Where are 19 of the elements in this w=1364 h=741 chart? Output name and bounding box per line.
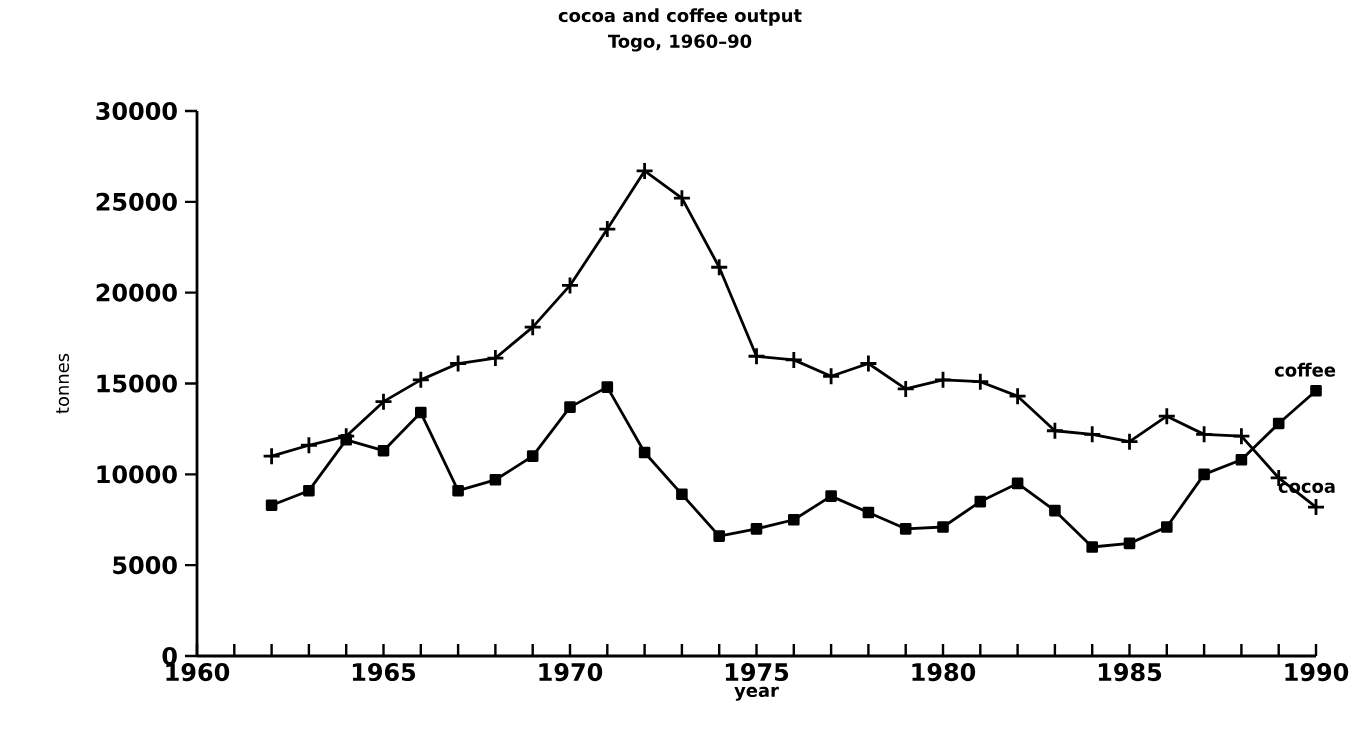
x-axis-title: year: [734, 686, 779, 701]
x-tick-label: 1985: [1098, 663, 1162, 682]
x-tick-label: 1975: [725, 663, 789, 682]
y-axis-title: tonnes: [56, 353, 70, 414]
x-tick-label: 1960: [166, 663, 230, 682]
y-tick-label: 15000: [97, 374, 177, 393]
y-tick-label: 10000: [97, 465, 177, 484]
series-label: coffee: [1274, 362, 1336, 377]
y-tick-label: 0: [162, 646, 177, 666]
x-tick-label: 1980: [912, 663, 976, 682]
chart-subtitle: Togo, 1960–90: [607, 34, 752, 52]
x-tick-label: 1965: [352, 663, 416, 682]
y-tick-label: 20000: [96, 283, 177, 302]
x-tick-label: 1970: [539, 663, 603, 682]
y-tick-label: 25000: [96, 192, 177, 211]
y-tick-label: 30000: [96, 101, 177, 121]
y-tick-label: 5000: [113, 556, 177, 575]
chart-title: cocoa and coffee output: [558, 8, 802, 26]
x-tick-label: 1990: [1285, 663, 1349, 682]
